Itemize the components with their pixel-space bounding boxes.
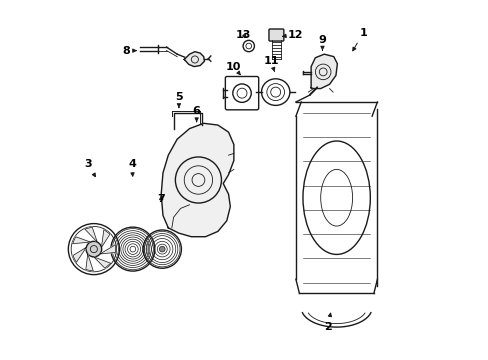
Polygon shape: [73, 247, 86, 262]
Text: 4: 4: [128, 159, 136, 176]
Text: 13: 13: [236, 30, 251, 40]
Circle shape: [86, 241, 102, 257]
Polygon shape: [101, 230, 110, 247]
Polygon shape: [310, 54, 337, 89]
Text: 1: 1: [352, 28, 366, 51]
Text: 8: 8: [122, 46, 136, 56]
Text: 11: 11: [263, 56, 278, 72]
Polygon shape: [84, 227, 97, 242]
Polygon shape: [94, 257, 110, 268]
Polygon shape: [72, 237, 90, 244]
Text: 5: 5: [175, 92, 183, 107]
Polygon shape: [86, 254, 93, 271]
Text: 6: 6: [192, 106, 200, 122]
Text: 2: 2: [323, 313, 331, 332]
Text: 3: 3: [84, 159, 95, 177]
Text: 10: 10: [225, 62, 241, 75]
Polygon shape: [100, 245, 115, 254]
Polygon shape: [161, 123, 233, 237]
Text: 12: 12: [282, 30, 303, 40]
Circle shape: [159, 246, 165, 252]
Polygon shape: [184, 52, 204, 67]
FancyBboxPatch shape: [268, 29, 283, 41]
Text: 7: 7: [157, 194, 165, 204]
Text: 9: 9: [318, 35, 326, 50]
